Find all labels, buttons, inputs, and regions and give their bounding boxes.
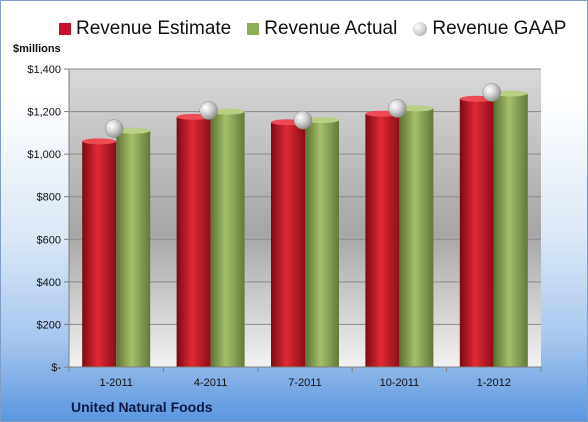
bar-top-revenue-actual [399, 105, 434, 112]
y-tick-label: $200 [37, 319, 61, 331]
marker-revenue-gaap [482, 83, 502, 102]
x-tick-label: 10-2011 [380, 377, 420, 389]
bar-revenue-estimate [271, 122, 305, 367]
legend: Revenue Estimate Revenue Actual Revenue … [59, 18, 566, 40]
x-tick-label: 1-2012 [477, 377, 511, 389]
bar-revenue-actual [399, 108, 434, 367]
legend-swatch-estimate [59, 23, 71, 35]
y-tick-label: $1,200 [27, 107, 61, 119]
legend-item-estimate: Revenue Estimate [59, 18, 231, 40]
bar-revenue-actual [493, 93, 528, 367]
x-tick-label: 4-2011 [194, 377, 227, 389]
company-name: United Natural Foods [71, 399, 213, 415]
x-tick-label: 7-2011 [288, 377, 321, 389]
y-tick-label: $600 [37, 234, 61, 246]
y-tick-label: $1,400 [27, 64, 61, 76]
bar-top-revenue-estimate [82, 138, 117, 145]
y-tick-label: $1,000 [27, 149, 61, 161]
bar-revenue-actual [116, 130, 151, 367]
legend-label-actual: Revenue Actual [264, 18, 398, 39]
legend-swatch-actual [247, 23, 260, 35]
bar-top-revenue-actual [493, 90, 528, 97]
bar-revenue-actual [210, 111, 245, 367]
legend-item-gaap: Revenue GAAP [413, 18, 566, 40]
bar-top-revenue-actual [210, 108, 245, 115]
marker-revenue-gaap [199, 101, 218, 120]
bar-revenue-estimate [82, 141, 117, 367]
bar-revenue-actual [305, 120, 339, 367]
legend-label-estimate: Revenue Estimate [76, 18, 232, 39]
y-tick-label: $800 [37, 192, 61, 204]
y-tick-label: $- [51, 362, 61, 374]
bar-top-revenue-actual [116, 127, 151, 134]
bar-revenue-estimate [459, 98, 494, 368]
marker-revenue-gaap [388, 99, 407, 118]
legend-swatch-gaap [413, 22, 428, 36]
y-axis-label: $millions [13, 43, 61, 55]
y-tick-label: $400 [37, 277, 61, 289]
x-tick-label: 1-2011 [99, 377, 132, 389]
legend-label-gaap: Revenue GAAP [432, 18, 567, 39]
legend-item-actual: Revenue Actual [247, 18, 397, 40]
marker-revenue-gaap [104, 119, 124, 138]
marker-revenue-gaap [293, 110, 313, 130]
bar-revenue-estimate [176, 116, 211, 368]
bar-top-revenue-actual [305, 117, 339, 124]
bar-revenue-estimate [365, 113, 400, 367]
